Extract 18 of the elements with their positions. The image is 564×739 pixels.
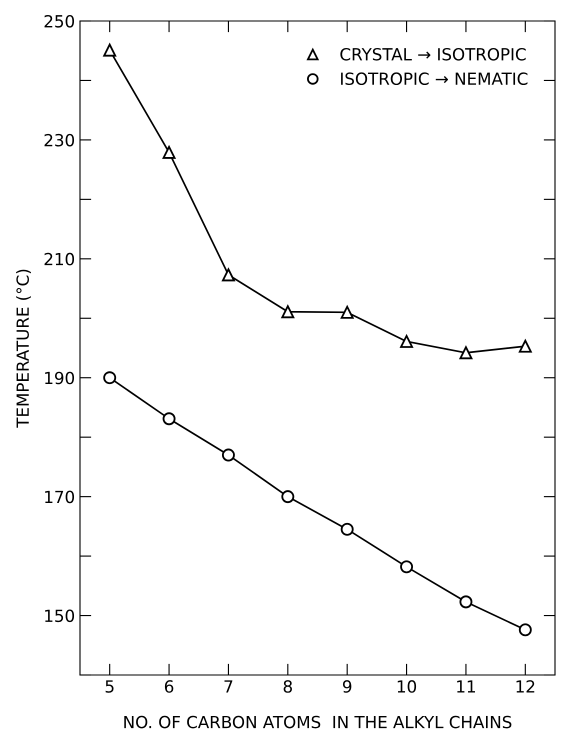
y-tick-label: 230 — [44, 134, 74, 146]
y-tick-label: 250 — [44, 14, 74, 28]
y-tick-label: 210 — [44, 252, 74, 266]
x-tick-label: 7 — [224, 680, 232, 693]
x-tick-label: 11 — [457, 680, 475, 693]
legend-label: ISOTROPIC → NEMATIC — [341, 72, 528, 86]
y-tick-label: 190 — [45, 372, 74, 384]
x-tick-label: 12 — [516, 680, 534, 693]
x-tick-label: 6 — [164, 680, 174, 693]
x-tick-label: 5 — [106, 680, 114, 693]
y-tick-label: 150 — [45, 610, 74, 622]
x-axis-title: NO. OF CARBON ATOMS IN THE ALKYL CHAINS — [124, 716, 512, 728]
x-tick-label: 8 — [284, 680, 292, 693]
y-axis-title: TEMPERATURE (°C) — [16, 270, 31, 428]
x-tick-label: 10 — [398, 680, 416, 693]
y-tick-label: 170 — [45, 490, 74, 504]
x-tick-label: 9 — [342, 680, 352, 693]
legend-label: CRYSTAL → ISOTROPIC — [340, 48, 526, 61]
